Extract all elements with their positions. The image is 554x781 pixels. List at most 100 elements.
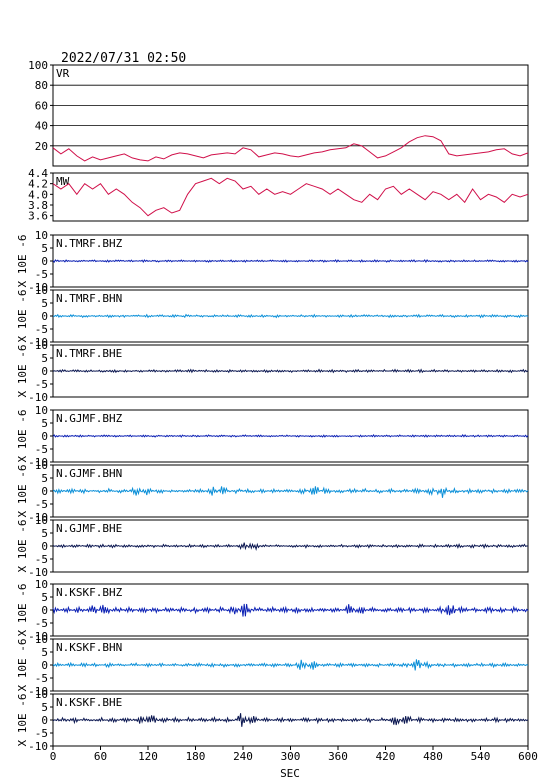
panel-n-gjmf-bhz: 10 50-5-10 N.GJMF.BHZ X 10E -6	[16, 404, 529, 469]
y-tick-label: -5	[35, 553, 48, 566]
y-tick-label: 0	[41, 255, 48, 268]
y-tick-label: -10	[28, 566, 48, 579]
y-axis-unit-label: X 10E -6	[16, 639, 29, 692]
x-tick-label: 60	[94, 750, 107, 763]
panel-vr: 100 80 60 40 20 VR	[28, 59, 529, 167]
y-tick-label: 4.0	[28, 188, 48, 201]
y-axis-unit-label: X 10E -6	[16, 235, 29, 288]
y-tick-label: 5	[41, 646, 48, 659]
y-tick-label: 100	[28, 59, 48, 72]
y-tick-label: -10	[28, 740, 48, 753]
x-tick-label: 360	[328, 750, 348, 763]
y-axis-unit-label: X 10E -6	[16, 345, 29, 398]
series-line	[52, 177, 529, 217]
y-tick-label: 5	[41, 472, 48, 485]
y-tick-label: 5	[41, 352, 48, 365]
y-tick-label: -5	[35, 378, 48, 391]
x-tick-label: 240	[233, 750, 253, 763]
panel-label: N.TMRF.BHE	[56, 347, 122, 360]
y-tick-label: 10	[35, 459, 48, 472]
x-tick-label: 480	[423, 750, 443, 763]
y-tick-label: 5	[41, 591, 48, 604]
y-tick-label: 80	[35, 79, 48, 92]
y-tick-label: 5	[41, 417, 48, 430]
series-line	[52, 603, 529, 617]
panel-label: N.GJMF.BHE	[56, 522, 122, 535]
series-line	[52, 368, 529, 374]
datetime-header: 2022/07/31 02:50	[61, 51, 186, 66]
panel-label: N.KSKF.BHN	[56, 641, 122, 654]
y-tick-label: 3.6	[28, 210, 48, 223]
panel-label: N.TMRF.BHZ	[56, 237, 123, 250]
panel-mw: 4.44.24.03.83.6 MW	[28, 167, 529, 223]
y-tick-label: -5	[35, 617, 48, 630]
x-tick-label: 300	[281, 750, 301, 763]
y-tick-label: 0	[41, 714, 48, 727]
y-tick-label: -10	[28, 336, 48, 349]
y-tick-label: -5	[35, 443, 48, 456]
panel-label: N.KSKF.BHZ	[56, 586, 123, 599]
series-line	[52, 259, 529, 263]
panel-label: N.GJMF.BHZ	[56, 412, 123, 425]
y-tick-label: -10	[28, 456, 48, 469]
y-tick-label: 10	[35, 688, 48, 701]
panel-label: VR	[56, 67, 70, 80]
y-tick-label: 60	[35, 99, 48, 112]
y-tick-label: 10	[35, 514, 48, 527]
x-tick-label: 120	[138, 750, 158, 763]
y-tick-label: 5	[41, 701, 48, 714]
y-tick-label: 0	[41, 365, 48, 378]
y-tick-label: -10	[28, 630, 48, 643]
series-line	[52, 313, 529, 319]
y-tick-label: -10	[28, 511, 48, 524]
y-tick-label: 4.4	[28, 167, 48, 180]
series-line	[52, 713, 529, 727]
x-tick-label: 600	[518, 750, 538, 763]
y-tick-label: -5	[35, 498, 48, 511]
x-tick-label: 420	[376, 750, 396, 763]
y-axis-unit-label: X 10E -6	[16, 465, 29, 518]
y-tick-label: 10	[35, 633, 48, 646]
panel-frame	[52, 172, 529, 222]
y-tick-label: -5	[35, 323, 48, 336]
y-tick-label: 0	[41, 485, 48, 498]
y-tick-label: 20	[35, 140, 48, 153]
panel-frame	[52, 64, 529, 167]
y-tick-label: 5	[41, 242, 48, 255]
y-tick-label: 4.2	[28, 178, 48, 191]
y-tick-label: 0	[41, 310, 48, 323]
x-tick-label: 0	[50, 750, 57, 763]
y-tick-label: 10	[35, 339, 48, 352]
y-tick-label: 5	[41, 297, 48, 310]
panel-label: N.KSKF.BHE	[56, 696, 122, 709]
panel-label: N.TMRF.BHN	[56, 292, 122, 305]
y-tick-label: 0	[41, 604, 48, 617]
y-tick-label: 10	[35, 284, 48, 297]
y-tick-label: 10	[35, 229, 48, 242]
y-tick-label: 3.8	[28, 199, 48, 212]
series-line	[52, 135, 529, 162]
y-tick-label: 10	[35, 578, 48, 591]
y-tick-label: 0	[41, 540, 48, 553]
y-tick-label: -5	[35, 672, 48, 685]
y-tick-label: -10	[28, 391, 48, 404]
x-tick-label: 540	[471, 750, 491, 763]
series-line	[52, 486, 529, 498]
y-tick-label: -5	[35, 268, 48, 281]
y-tick-label: -5	[35, 727, 48, 740]
y-axis-unit-label: X 10E -6	[16, 410, 29, 463]
y-tick-label: 0	[41, 659, 48, 672]
y-tick-label: 40	[35, 120, 48, 133]
x-axis-label: SEC	[280, 767, 300, 780]
y-tick-label: 5	[41, 527, 48, 540]
y-tick-label: 0	[41, 430, 48, 443]
y-axis-unit-label: X 10E -6	[16, 584, 29, 637]
